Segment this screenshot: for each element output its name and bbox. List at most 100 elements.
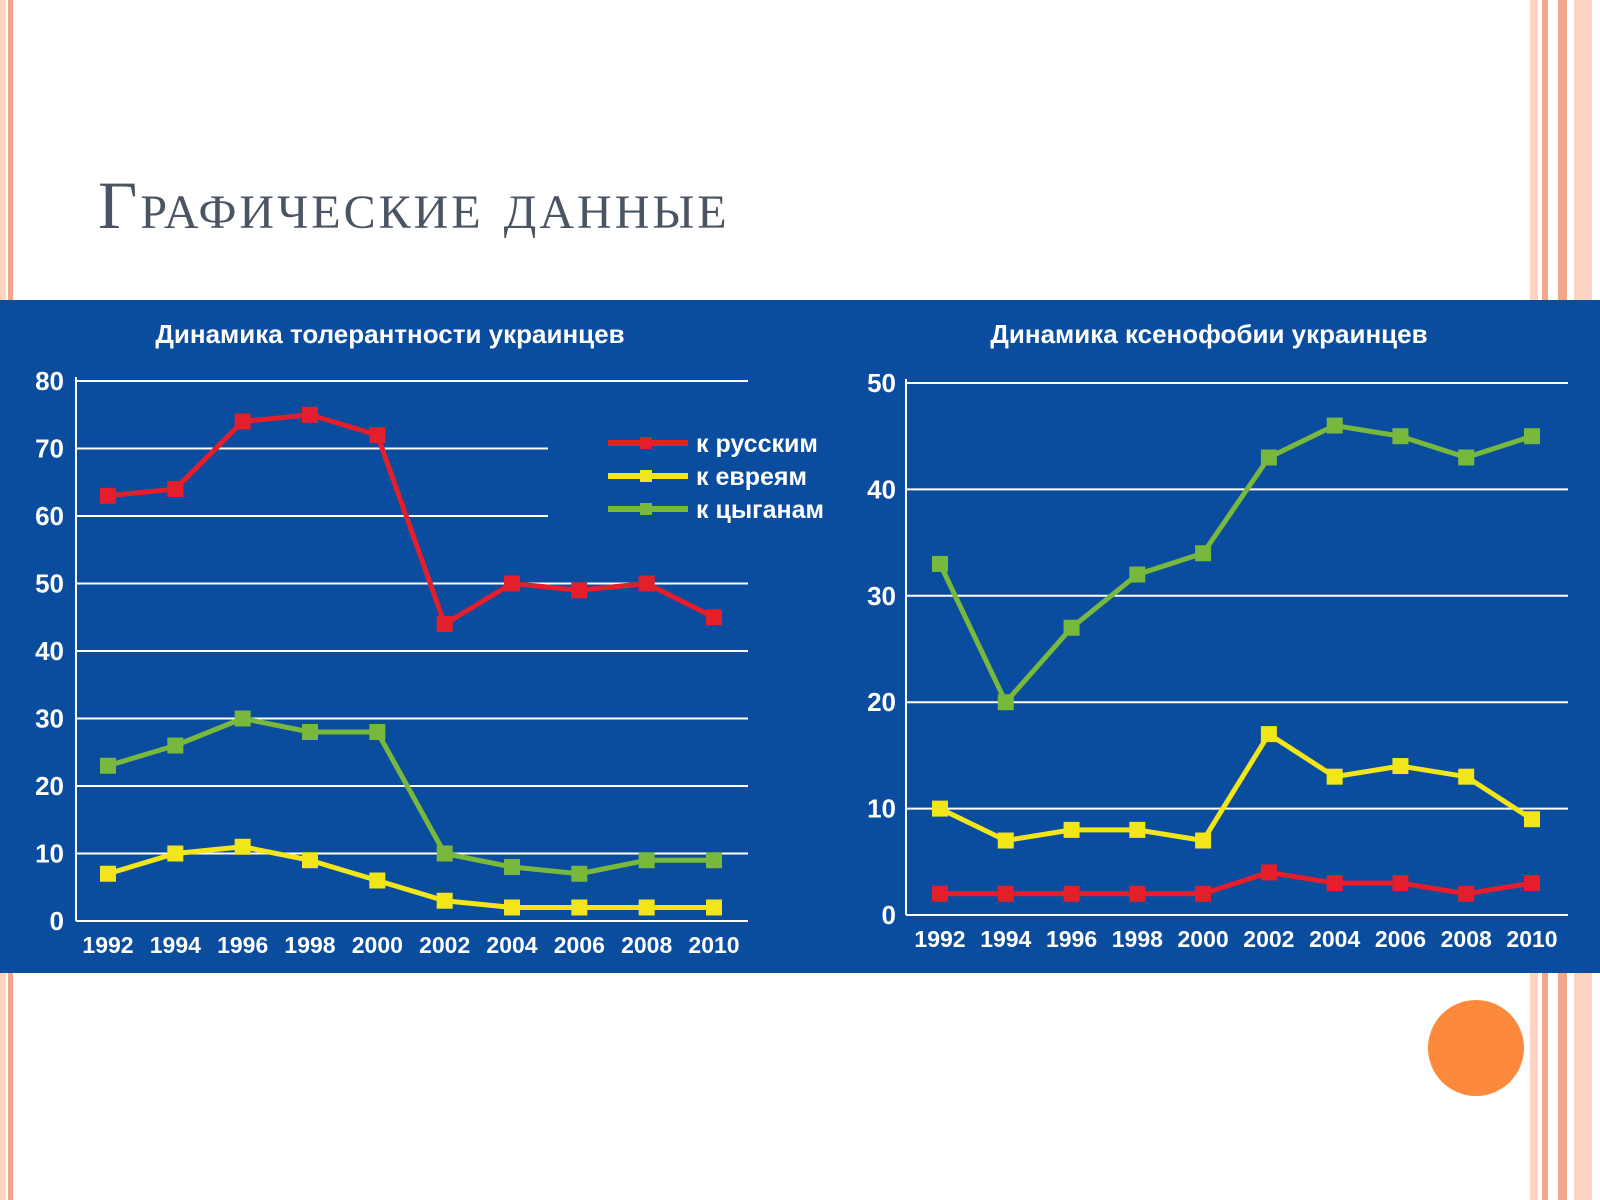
chart-2-x-tick-label: 2004: [1309, 926, 1360, 952]
chart-2-series-3-point: [1129, 886, 1145, 902]
chart-2-x-tick-label: 2006: [1375, 926, 1426, 952]
chart-1-series-1-point: [100, 488, 116, 504]
chart-2-series-2-point: [932, 801, 948, 817]
chart-2: Динамика ксенофобии украинцев 0 10 20 30 40 50…: [867, 319, 1568, 952]
chart-2-y-tick-label: 30: [867, 581, 896, 611]
chart-2-x-tick-label: 2000: [1178, 926, 1229, 952]
chart-1-series-2-point: [235, 839, 251, 855]
chart-2-series-3-point: [1064, 886, 1080, 902]
chart-1-series-2-point: [100, 866, 116, 882]
chart-2-y-tick-label: 20: [867, 687, 896, 717]
chart-1: Динамика толерантности украинцев 0 10 20 30 4…: [35, 319, 824, 958]
chart-1-x-tick-label: 2002: [419, 932, 470, 958]
chart-1-x-tick-label: 1996: [217, 932, 268, 958]
chart-1-series-1-point: [302, 407, 318, 423]
chart-1-x-tick-label: 2000: [352, 932, 403, 958]
chart-2-x-tick-label: 2010: [1506, 926, 1557, 952]
chart-2-series-2-point: [1195, 833, 1211, 849]
chart-2-series-1-point: [1458, 449, 1474, 465]
chart-1-y-tick-label: 30: [35, 704, 64, 734]
legend-swatch-marker: [640, 437, 652, 449]
chart-2-series-2-point: [1392, 758, 1408, 774]
chart-2-series-1-point: [932, 556, 948, 572]
chart-1-y-tick-label: 70: [35, 434, 64, 464]
slide-title: Графические данные: [98, 166, 730, 245]
chart-1-y-tick-label: 20: [35, 771, 64, 801]
chart-1-x-tick-label: 1994: [150, 932, 201, 958]
chart-2-series-3-point: [1327, 875, 1343, 891]
chart-1-x-tick-label: 2006: [554, 932, 605, 958]
chart-2-series-3-point: [1392, 875, 1408, 891]
chart-2-series-2-point: [998, 833, 1014, 849]
chart-2-series-2-point: [1064, 822, 1080, 838]
chart-2-series-1-point: [1195, 545, 1211, 561]
chart-2-series-2-point: [1261, 726, 1277, 742]
legend-label: к русским: [696, 430, 818, 458]
chart-1-series-2-point: [437, 893, 453, 909]
chart-2-x-tick-label: 2008: [1441, 926, 1492, 952]
chart-1-y-tick-label: 40: [35, 636, 64, 666]
chart-1-y-tick-label: 50: [35, 569, 64, 599]
chart-1-y-tick-label: 10: [35, 839, 64, 869]
charts-canvas: Динамика толерантности украинцев 0 10 20 30 4…: [0, 300, 1600, 973]
chart-2-y-tick-label: 40: [867, 474, 896, 504]
chart-1-x-tick-label: 2004: [486, 932, 537, 958]
chart-2-series-1-point: [1327, 418, 1343, 434]
chart-1-series-2-point: [504, 900, 520, 916]
chart-2-series-1-point: [1524, 428, 1540, 444]
legend-label: к цыганам: [696, 496, 824, 524]
chart-2-series-1-point: [1064, 620, 1080, 636]
chart-2-x-tick-label: 2002: [1243, 926, 1294, 952]
chart-2-y-tick-label: 10: [867, 794, 896, 824]
chart-panel: Динамика толерантности украинцев 0 10 20 30 4…: [0, 300, 1600, 973]
legend-swatch-marker: [640, 470, 652, 482]
chart-1-series-1-point: [639, 576, 655, 592]
chart-2-series-3-point: [998, 886, 1014, 902]
chart-1-legend: к русским к евреям к цыганам: [608, 430, 824, 524]
chart-1-series-3-point: [100, 758, 116, 774]
chart-2-series-1-point: [1261, 449, 1277, 465]
chart-1-series-1-point: [167, 481, 183, 497]
accent-dot: [1428, 1000, 1524, 1096]
chart-1-y-tick-label: 60: [35, 501, 64, 531]
chart-1-series-1-point: [437, 616, 453, 632]
chart-1-series-1-point: [504, 576, 520, 592]
chart-2-y-tick-label: 50: [867, 368, 896, 398]
chart-2-y-tick-label: 0: [882, 900, 896, 930]
chart-1-series-2-point: [369, 873, 385, 889]
chart-2-series-2-line: [940, 734, 1532, 840]
chart-2-series-1-point: [998, 694, 1014, 710]
legend-swatch-marker: [640, 503, 652, 515]
chart-2-series-3-point: [1195, 886, 1211, 902]
chart-1-series-1-point: [706, 609, 722, 625]
chart-2-series-2-point: [1129, 822, 1145, 838]
chart-2-series-1-point: [1392, 428, 1408, 444]
chart-1-x-tick-label: 2008: [621, 932, 672, 958]
chart-2-series-3-point: [1458, 886, 1474, 902]
chart-1-series-1-point: [571, 582, 587, 598]
chart-1-y-tick-label: 80: [35, 366, 64, 396]
chart-2-series-3-point: [932, 886, 948, 902]
chart-1-series-2: [100, 839, 722, 916]
chart-2-x-tick-label: 1998: [1112, 926, 1163, 952]
chart-2-series-2-point: [1458, 769, 1474, 785]
chart-2-series-1-point: [1129, 567, 1145, 583]
chart-2-x-tick-label: 1992: [914, 926, 965, 952]
chart-1-series-2-point: [302, 852, 318, 868]
chart-2-series-3-point: [1524, 875, 1540, 891]
legend-label: к евреям: [696, 463, 807, 491]
chart-2-series-2-point: [1524, 811, 1540, 827]
chart-2-series-3-point: [1261, 864, 1277, 880]
chart-1-series-3-point: [437, 846, 453, 862]
chart-1-series-3-point: [706, 852, 722, 868]
chart-1-title: Динамика толерантности украинцев: [155, 319, 624, 349]
chart-1-series-3-point: [302, 724, 318, 740]
chart-1-series-3-point: [639, 852, 655, 868]
chart-1-series-2-line: [108, 847, 714, 908]
chart-2-title: Динамика ксенофобии украинцев: [990, 319, 1427, 349]
chart-1-series-1-line: [108, 415, 714, 624]
chart-2-x-tick-label: 1994: [980, 926, 1031, 952]
chart-1-series-3: [100, 711, 722, 882]
chart-2-x-tick-label: 1996: [1046, 926, 1097, 952]
chart-1-series-3-point: [571, 866, 587, 882]
